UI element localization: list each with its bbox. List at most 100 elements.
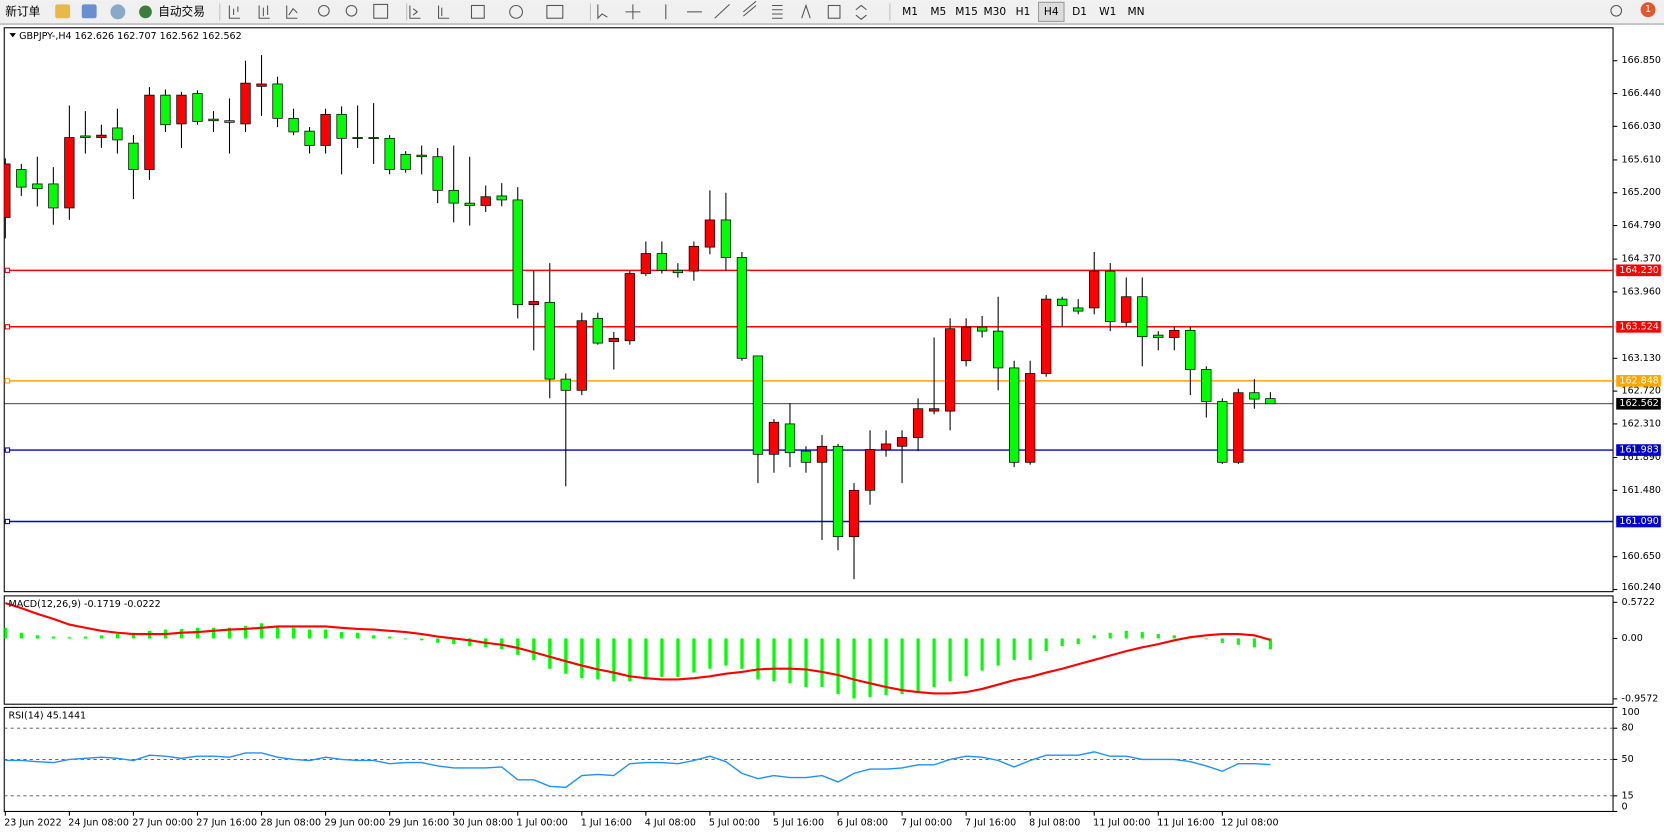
histogram-bar (275, 625, 280, 639)
histogram-bar (452, 638, 456, 645)
histogram-bar (4, 627, 7, 639)
histogram-bar (804, 638, 808, 688)
y-tick-label: 161.480 (1622, 485, 1661, 496)
histogram-bar (356, 632, 360, 639)
timeframe-button[interactable]: W1 (1099, 5, 1116, 18)
histogram-bar (259, 623, 264, 639)
candle-body (1009, 367, 1020, 463)
price-label-bg (1616, 515, 1661, 528)
icon[interactable] (470, 4, 485, 19)
candle-body (240, 82, 251, 125)
histogram-bar (756, 638, 760, 680)
histogram-bar (612, 638, 616, 682)
y-tick-label: 165.610 (1622, 154, 1661, 165)
histogram-bar (596, 638, 600, 680)
x-tick-label: 11 Jul 00:00 (1093, 818, 1150, 829)
price-label-bg (1616, 320, 1661, 333)
search-icon[interactable] (1610, 4, 1623, 17)
line-handle (4, 447, 11, 453)
icon[interactable] (509, 4, 523, 19)
candle-body (176, 94, 187, 125)
fibo-icon[interactable] (772, 4, 783, 19)
timeframe-button[interactable]: M15 (955, 5, 978, 18)
y-tick-label: 164.370 (1622, 254, 1661, 265)
timeframe-button[interactable]: M30 (983, 5, 1006, 18)
histogram-bar (516, 638, 520, 655)
icon[interactable] (228, 5, 240, 19)
icon[interactable] (286, 5, 298, 19)
candle-body (1217, 401, 1228, 463)
icon[interactable] (55, 4, 71, 19)
plot-area (5, 751, 1271, 789)
auto-trading-icon[interactable] (139, 5, 152, 19)
y-tick-label: 163.960 (1622, 286, 1661, 297)
candle-body (688, 245, 700, 272)
timeframe-button[interactable]: D1 (1072, 5, 1087, 18)
histogram-bar (1236, 638, 1240, 645)
candle-body (1073, 307, 1084, 312)
y-tick-label: 165.200 (1622, 187, 1661, 198)
price-label: 162.848 (1619, 375, 1658, 386)
candle-body (656, 253, 668, 271)
icon[interactable] (373, 3, 389, 19)
candle-body (1089, 270, 1100, 309)
candle-body (1233, 392, 1244, 463)
timeframe-button[interactable]: M5 (930, 5, 946, 18)
toolbar-bg (0, 0, 1664, 24)
x-tick-label: 12 Jul 08:00 (1221, 818, 1278, 829)
histogram-bar (1044, 638, 1048, 652)
signal-line (4, 602, 1271, 695)
timeframe-button[interactable]: H1 (1016, 5, 1031, 18)
histogram-bar (772, 638, 776, 682)
timeframe-button[interactable]: M1 (902, 5, 918, 18)
histogram-bar (19, 632, 23, 639)
histogram-bar (1220, 638, 1224, 643)
trendline-icon[interactable] (714, 4, 730, 19)
histogram-bar (1108, 632, 1112, 639)
channel-icon[interactable] (742, 0, 757, 17)
timeframe-button[interactable]: H4 (1044, 5, 1059, 18)
histogram-bar (580, 638, 584, 679)
histogram-bar (1124, 630, 1128, 639)
x-tick-label: 30 Jun 08:00 (453, 818, 514, 829)
auto-trading-button[interactable]: 自动交易 (158, 4, 205, 18)
label-icon[interactable] (827, 4, 841, 19)
x-tick-label: 4 Jul 08:00 (645, 818, 696, 829)
icon[interactable] (546, 4, 564, 19)
notification-badge[interactable] (1640, 2, 1656, 18)
x-tick-label: 1 Jul 00:00 (517, 818, 568, 829)
arrows-icon[interactable] (855, 4, 867, 20)
y-tick-label: 50 (1622, 754, 1634, 765)
candle-body (352, 137, 363, 139)
histogram-bar (644, 638, 648, 680)
x-tick-label: 8 Jul 08:00 (1029, 818, 1080, 829)
new-order-button[interactable]: 新订单 (5, 4, 40, 18)
candle-body (928, 408, 940, 412)
candle-body (880, 443, 892, 450)
candle-body (1057, 298, 1068, 306)
cursor-icon[interactable] (597, 4, 608, 20)
panel-title: RSI(14) 45.1441 (8, 710, 86, 721)
histogram-bar (980, 638, 984, 671)
line-handle (4, 267, 11, 273)
chart-panel: 100 80 50 150 RSI(14) 45.1441 (3, 706, 1640, 813)
icon[interactable] (110, 4, 126, 20)
candle-body (944, 328, 956, 412)
icon[interactable] (258, 5, 270, 19)
candle-body (336, 113, 347, 139)
icon[interactable] (318, 4, 330, 17)
timeframe-button[interactable]: MN (1127, 5, 1144, 18)
candle-body (528, 301, 539, 306)
notification-count: 1 (1645, 4, 1651, 15)
candle-body (1121, 296, 1132, 323)
icon[interactable] (345, 4, 358, 17)
crosshair-icon[interactable] (625, 4, 641, 20)
icon[interactable] (409, 5, 421, 19)
histogram-bar (1092, 635, 1096, 639)
icon[interactable] (438, 5, 450, 19)
toolbar: 新订单 自动交易 (0, 0, 1664, 25)
text-icon[interactable] (801, 3, 811, 19)
histogram-bar (115, 634, 119, 639)
icon[interactable] (81, 4, 97, 19)
candle-body (1041, 298, 1052, 374)
